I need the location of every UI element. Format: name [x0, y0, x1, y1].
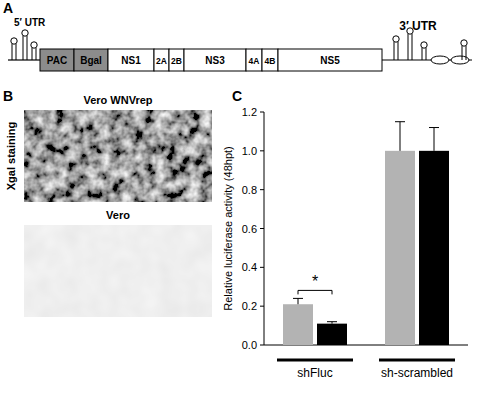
stem	[408, 34, 412, 60]
y-tick	[260, 150, 264, 151]
bars	[283, 122, 449, 345]
y-tick-label: 1.0	[242, 145, 257, 157]
panel-letter: C	[232, 88, 242, 104]
x-tick-label: shFluc	[297, 366, 332, 380]
group-bar	[277, 359, 353, 362]
gene-box	[246, 49, 262, 71]
error-bar	[395, 122, 405, 151]
y-tick	[260, 345, 264, 346]
loop	[461, 40, 467, 46]
y-tick	[260, 306, 264, 307]
y-tick-label: 0.6	[242, 223, 257, 235]
gene-box	[108, 49, 154, 71]
gene-box	[40, 49, 74, 71]
panel-letter: B	[3, 88, 13, 104]
gene-box	[184, 49, 246, 71]
gene-label: 2B	[171, 56, 182, 66]
gene-label: Bgal	[80, 55, 102, 66]
genome-diagram: 5′ UTR PAC Bgal NS1 2A 2B NS3 4A 4B NS5 3′ UTR	[8, 17, 472, 71]
x-tick-label: sh-scrambled	[381, 366, 453, 380]
micrograph	[24, 225, 212, 317]
y-tick-label: 0.8	[242, 184, 257, 196]
error-bar	[293, 298, 303, 304]
gene-box	[278, 49, 382, 71]
y-tick-label: 0.0	[242, 339, 257, 351]
row-label: Xgal staining	[5, 122, 17, 190]
sig-bracket	[298, 290, 332, 294]
y-tick-label: 0.2	[242, 300, 257, 312]
bar	[419, 151, 449, 345]
error-bar	[327, 322, 337, 324]
y-tick-label: 0.4	[242, 261, 257, 273]
utr3-label: 3′ UTR	[399, 19, 437, 33]
y-tick	[260, 267, 264, 268]
micrograph	[24, 110, 212, 202]
utr5-label: 5′ UTR	[14, 17, 46, 28]
gene-label: 2A	[156, 56, 167, 66]
gene-box	[169, 49, 184, 71]
loop	[22, 30, 28, 36]
gene-label: NS5	[320, 55, 340, 66]
stem	[12, 44, 16, 60]
loop	[31, 42, 37, 48]
gene-box	[154, 49, 169, 71]
loop	[393, 36, 399, 42]
loop	[421, 42, 427, 48]
group-bar	[379, 359, 455, 362]
stem	[32, 48, 36, 60]
annotation: *	[312, 273, 318, 290]
stem	[422, 48, 426, 60]
y-tick	[260, 189, 264, 190]
gene-box	[74, 49, 108, 71]
bar-chart: 0.0 0.2 0.4 0.6 0.8 1.0 1.2 Relative luciferase…	[222, 106, 468, 380]
y-tick-label: 1.2	[242, 106, 257, 118]
stem	[394, 42, 398, 60]
image-title: Vero	[106, 209, 130, 221]
gene-label: PAC	[47, 55, 67, 66]
stem	[462, 46, 466, 60]
y-axis-title: Relative luciferase activity (48hpt)	[222, 146, 234, 310]
gene-label: NS3	[205, 55, 225, 66]
bar	[317, 324, 347, 345]
image-panel: Vero WNVrep Vero Xgal staining	[5, 94, 212, 317]
gene-label: 4A	[249, 56, 260, 66]
gene-box	[262, 49, 278, 71]
loop	[11, 38, 17, 44]
stem	[23, 36, 27, 60]
gene-label: 4B	[265, 56, 276, 66]
image-title: Vero WNVrep	[83, 94, 152, 106]
error-bar	[429, 128, 439, 151]
panel-letter: A	[3, 0, 13, 16]
utr5-line	[8, 59, 40, 60]
gene-label: NS1	[121, 55, 141, 66]
y-tick	[260, 228, 264, 229]
bar	[385, 151, 415, 345]
bar	[283, 304, 313, 345]
figure: A B C 5′ UTR PAC Bgal NS1 2A 2B NS3 4A 4B NS5 3′ UTR V…	[0, 0, 480, 420]
y-tick	[260, 112, 264, 113]
dumbbell	[431, 56, 449, 64]
